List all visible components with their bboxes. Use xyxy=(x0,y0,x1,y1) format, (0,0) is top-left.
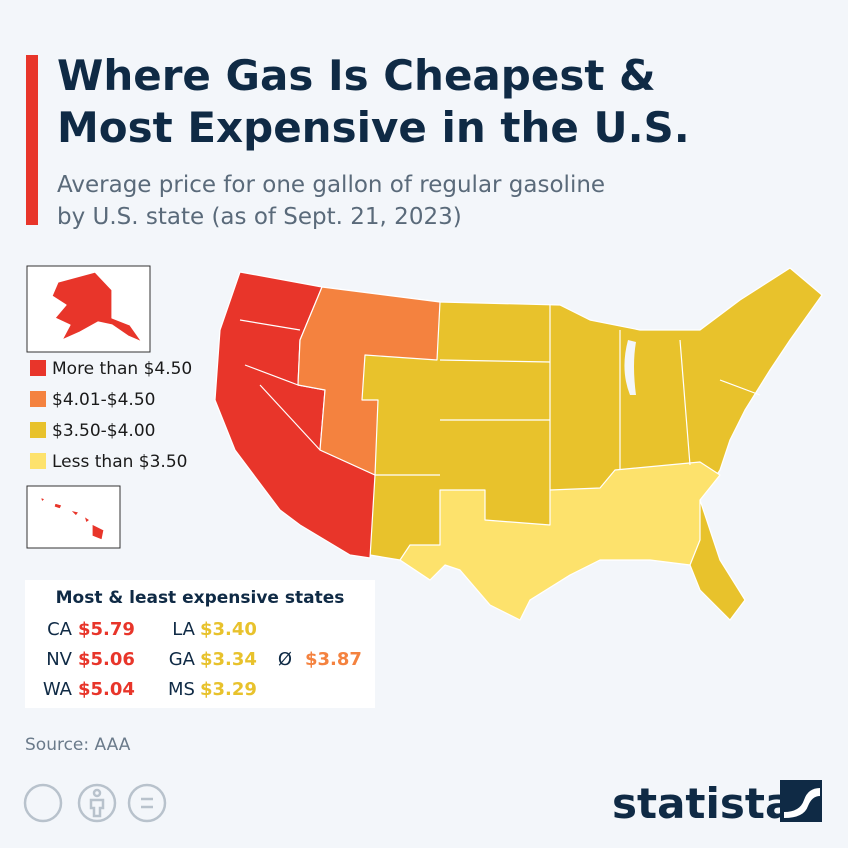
legend-swatch xyxy=(30,360,46,376)
legend-label: More than $4.50 xyxy=(52,359,192,379)
table: CA $5.79 LA $3.40 NV $5.06 GA $3.34 Ø $3.87 WA $5.0… xyxy=(43,619,362,700)
table-box xyxy=(25,580,375,708)
price: $5.06 xyxy=(78,649,135,670)
alaska xyxy=(51,271,143,343)
legend-swatch xyxy=(30,453,46,469)
state-code: LA xyxy=(172,619,195,640)
price: $5.79 xyxy=(78,619,135,640)
price: $3.40 xyxy=(200,619,257,640)
state-code: NV xyxy=(46,649,72,670)
title-line: Where Gas Is Cheapest & xyxy=(57,51,656,100)
price: $3.87 xyxy=(305,649,362,670)
state-code: Ø xyxy=(278,649,292,670)
price: $3.34 xyxy=(200,649,257,670)
hawaii-inset xyxy=(26,485,121,549)
hawaii xyxy=(39,496,105,541)
state-code: WA xyxy=(43,679,73,700)
legend-label: $4.01-$4.50 xyxy=(52,390,155,410)
us-map xyxy=(214,267,823,621)
license-icons xyxy=(23,783,167,823)
subtitle-line: by U.S. state (as of Sept. 21, 2023) xyxy=(57,204,462,230)
state-code: CA xyxy=(47,619,73,640)
legend-label: $3.50-$4.00 xyxy=(52,421,155,441)
price: $5.04 xyxy=(78,679,135,700)
legend-label: Less than $3.50 xyxy=(52,452,187,472)
source: Source: AAA xyxy=(25,735,131,755)
region-upper xyxy=(297,286,441,476)
legend-swatch xyxy=(30,422,46,438)
accent-bar xyxy=(26,55,38,225)
legend: More than $4.50 $4.01-$4.50 $3.50-$4.00 Les… xyxy=(30,359,192,472)
table-title: Most & least expensive states xyxy=(56,588,345,608)
brand-logo xyxy=(780,780,822,822)
subtitle-line: Average price for one gallon of regular … xyxy=(57,172,605,198)
price: $3.29 xyxy=(200,679,257,700)
state-code: MS xyxy=(168,679,195,700)
legend-swatch xyxy=(30,391,46,407)
brand: statista xyxy=(612,779,793,828)
title-line: Most Expensive in the U.S. xyxy=(57,103,690,152)
state-borders xyxy=(239,305,761,490)
state-code: GA xyxy=(169,649,196,670)
lake-michigan xyxy=(624,340,636,395)
